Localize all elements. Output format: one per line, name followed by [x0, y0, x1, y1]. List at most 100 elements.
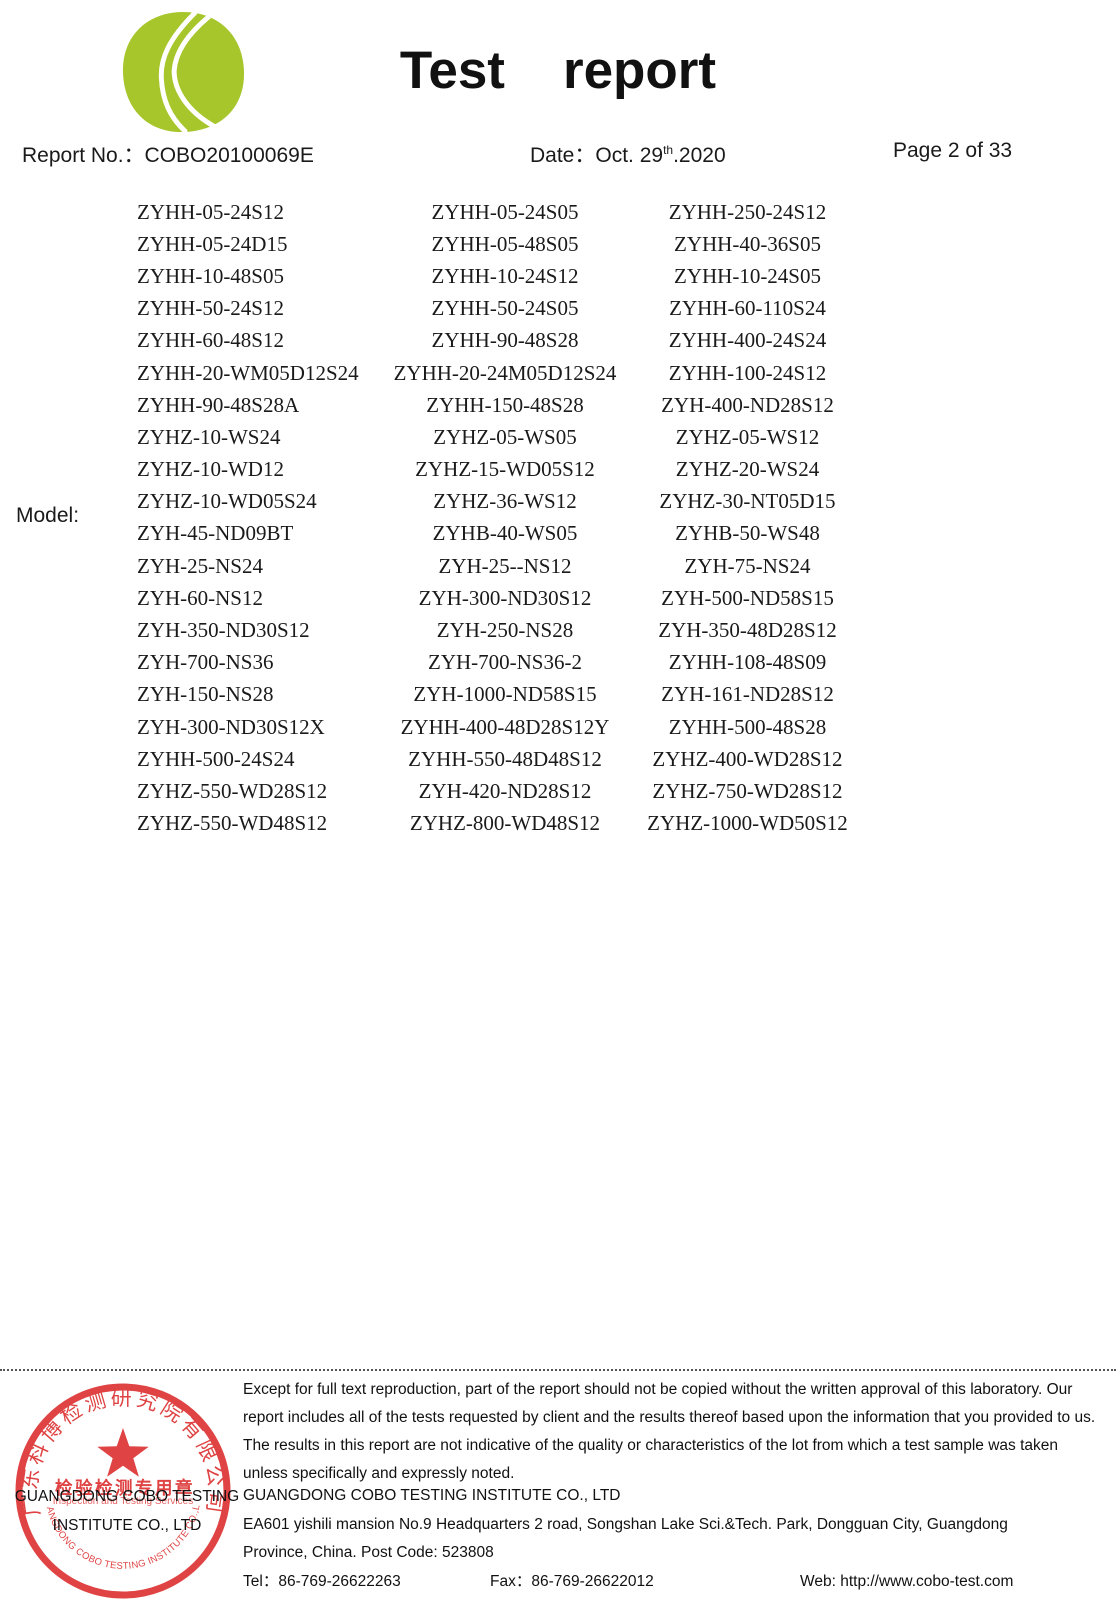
model-cell: ZYHH-10-24S12 [431, 263, 579, 288]
seal-star-icon [97, 1428, 149, 1477]
model-label: Model: [16, 504, 80, 527]
seal-ring [15, 1383, 231, 1599]
report-date: Date：Oct. 29th.2020 [530, 139, 726, 169]
model-cell: ZYH-420-ND28S12 [418, 778, 592, 803]
model-cell: ZYHZ-15-WD05S12 [415, 457, 595, 482]
model-cell: ZYHH-100-24S12 [668, 360, 827, 385]
model-cell: ZYHB-40-WS05 [432, 521, 578, 546]
report-number: Report No.：COBO20100069E [22, 139, 314, 169]
fax-label: Fax： [490, 1572, 532, 1590]
model-row: ZYHZ-10-WD12 ZYHZ-15-WD05S12 ZYHZ-20-WS24 [130, 454, 870, 486]
model-cell: ZYH-150-NS28 [137, 682, 274, 707]
disclaimer-line: report includes all of the tests request… [243, 1409, 1096, 1426]
model-cell: ZYH-400-ND28S12 [661, 392, 834, 417]
web-value: http://www.cobo-test.com [840, 1572, 1014, 1590]
model-cell: ZYHH-40-36S05 [674, 231, 821, 256]
disclaimer-text: Except for full text reproduction, part … [243, 1376, 1103, 1488]
model-cell: ZYH-700-NS36-2 [428, 650, 582, 675]
title-word-2: report [562, 41, 717, 100]
page-title: Test report [0, 41, 1116, 100]
model-cell: ZYHZ-800-WD48S12 [409, 811, 601, 836]
model-cell: ZYHZ-20-WS24 [675, 457, 820, 482]
page-number: Page 2 of 33 [893, 139, 1013, 162]
model-cell: ZYHZ-05-WS05 [433, 424, 577, 449]
model-cell: ZYHZ-550-WD28S12 [137, 778, 328, 803]
company-address-line1: EA601 yishili mansion No.9 Headquarters … [243, 1515, 1008, 1533]
model-cell: ZYHH-150-48S28 [426, 392, 584, 417]
model-cell: ZYH-45-ND09BT [137, 521, 294, 546]
model-cell: ZYH-700-NS36 [137, 650, 274, 675]
model-row: ZYH-700-NS36 ZYH-700-NS36-2 ZYHH-108-48S09 [130, 647, 870, 679]
model-cell: ZYHH-90-48S28A [137, 392, 300, 417]
company-info-block: GUANGDONG COBO TESTING INSTITUTE CO., LT… [243, 1482, 1103, 1596]
model-cell: ZYHZ-36-WS12 [433, 489, 577, 514]
model-cell: ZYHZ-1000-WD50S12 [647, 811, 848, 836]
model-cell: ZYHH-90-48S28 [431, 328, 579, 353]
model-row: ZYHZ-550-WD28S12 ZYH-420-ND28S12 ZYHZ-750-… [130, 775, 870, 807]
model-row: ZYHH-500-24S24 ZYHH-550-48D48S12 ZYHZ-400-… [130, 743, 870, 775]
model-row: ZYH-25-NS24 ZYH-25--NS12 ZYH-75-NS24 [130, 550, 870, 582]
model-row: ZYHH-20-WM05D12S24 ZYHH-20-24M05D12S24 ZYH… [130, 357, 870, 389]
model-row: ZYH-45-ND09BT ZYHB-40-WS05 ZYHB-50-WS48 [130, 518, 870, 550]
footer-divider [0, 1369, 1116, 1371]
model-row: ZYHH-60-48S12 ZYHH-90-48S28 ZYHH-400-24S24 [130, 325, 870, 357]
contact-row: Tel：86-769-26622263 Fax：86-769-26622012 … [243, 1568, 1103, 1597]
telephone: Tel：86-769-26622263 [243, 1568, 490, 1597]
title-word-1: Test [399, 41, 505, 100]
model-cell: ZYHZ-10-WD12 [137, 457, 284, 482]
company-name: GUANGDONG COBO TESTING INSTITUTE CO., LT… [243, 1487, 621, 1504]
model-cell: ZYHZ-30-NT05D15 [659, 489, 836, 514]
model-cell: ZYHH-05-24S05 [431, 199, 579, 224]
model-cell: ZYHH-60-48S12 [137, 328, 284, 353]
model-row: ZYHZ-550-WD48S12 ZYHZ-800-WD48S12 ZYHZ-100… [130, 808, 870, 840]
model-cell: ZYHH-60-110S24 [669, 296, 826, 321]
model-row: ZYH-350-ND30S12 ZYH-250-NS28 ZYH-350-48D28… [130, 614, 870, 646]
fax: Fax：86-769-26622012 [490, 1568, 800, 1597]
date-superscript: th [663, 143, 674, 157]
model-cell: ZYHH-20-WM05D12S24 [137, 360, 359, 385]
model-table: ZYHH-05-24S12 ZYHH-05-24S05 ZYHH-250-24S12… [130, 196, 870, 840]
date-value-suffix: .2020 [673, 144, 726, 167]
seal-overlay-company-line2: INSTITUTE CO., LTD [52, 1517, 202, 1534]
model-row: ZYHH-05-24D15 ZYHH-05-48S05 ZYHH-40-36S05 [130, 228, 870, 260]
model-cell: ZYHH-05-48S05 [431, 231, 579, 256]
model-cell: ZYH-250-NS28 [436, 618, 574, 643]
report-number-label: Report No.： [22, 144, 145, 167]
tel-value: 86-769-26622263 [278, 1572, 401, 1590]
cobo-logo-icon [122, 10, 245, 134]
model-cell: ZYHH-400-24S24 [668, 328, 827, 353]
model-cell: ZYH-350-ND30S12 [137, 618, 310, 643]
seal-center-text: 检验检测专用章 [55, 1478, 195, 1498]
model-cell: ZYHH-500-48S28 [668, 714, 827, 739]
date-label: Date： [530, 144, 596, 167]
model-cell: ZYH-300-ND30S12X [137, 714, 325, 739]
model-cell: ZYHH-05-24S12 [137, 199, 284, 224]
company-seal-stamp: 广东科博检测研究院有限公司 检验检测专用章 Inspection and Tes… [4, 1383, 231, 1599]
model-cell: ZYHZ-10-WD05S24 [137, 489, 317, 514]
model-cell: ZYHH-50-24S12 [137, 296, 284, 321]
company-address-line2: Province, China. Post Code: 523808 [243, 1544, 494, 1561]
report-number-value: COBO20100069E [144, 144, 314, 167]
model-cell: ZYHH-550-48D48S12 [408, 746, 602, 771]
model-cell: ZYH-300-ND30S12 [418, 585, 592, 610]
disclaimer-line: unless specifically and expressly noted. [243, 1465, 515, 1482]
model-cell: ZYH-500-ND58S15 [661, 585, 834, 610]
tel-label: Tel： [243, 1572, 279, 1590]
web-label: Web: [800, 1572, 836, 1590]
model-cell: ZYHZ-05-WS12 [675, 424, 820, 449]
model-cell: ZYHH-05-24D15 [137, 231, 288, 256]
model-cell: ZYH-1000-ND58S15 [413, 682, 597, 707]
model-row: ZYHH-05-24S12 ZYHH-05-24S05 ZYHH-250-24S12 [130, 196, 870, 228]
model-cell: ZYHH-400-48D28S12Y [400, 714, 610, 739]
date-value-prefix: Oct. 29 [595, 144, 664, 167]
model-cell: ZYHH-250-24S12 [668, 199, 827, 224]
model-row: ZYHH-90-48S28A ZYHH-150-48S28 ZYH-400-ND28… [130, 389, 870, 421]
model-cell: ZYH-75-NS24 [684, 553, 811, 578]
model-cell: ZYHH-10-24S05 [674, 263, 821, 288]
model-cell: ZYHH-20-24M05D12S24 [393, 360, 617, 385]
model-cell: ZYH-60-NS12 [137, 585, 263, 610]
model-row: ZYHZ-10-WS24 ZYHZ-05-WS05 ZYHZ-05-WS12 [130, 421, 870, 453]
model-cell: ZYHZ-10-WS24 [137, 424, 281, 449]
seal-subtitle-text: Inspection and Testing Services [53, 1496, 193, 1507]
website: Web: http://www.cobo-test.com [800, 1568, 1013, 1597]
